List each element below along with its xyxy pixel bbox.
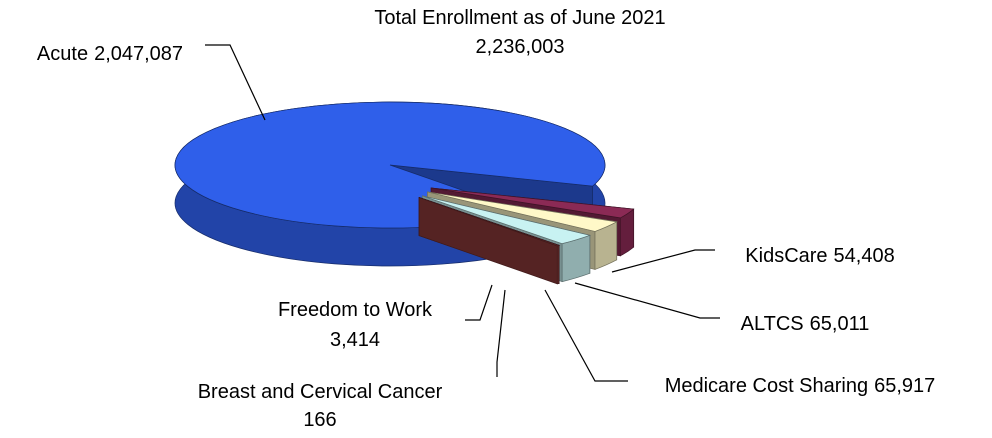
slice <box>422 195 592 245</box>
slice-side <box>556 245 560 285</box>
slice <box>431 187 635 219</box>
data-label: Freedom to Work <box>278 299 433 321</box>
category-label: Medicare Cost Sharing <box>665 375 868 397</box>
value-label: 54,408 <box>834 245 895 267</box>
value-label: 65,917 <box>874 375 935 397</box>
chart-title: Total Enrollment as of June 2021 <box>374 7 665 29</box>
data-label: 3,414 <box>330 329 380 351</box>
category-label: Freedom to Work <box>278 299 433 321</box>
pie <box>174 101 635 285</box>
leader-line <box>574 282 720 319</box>
data-label: ALTCS 65,011 <box>741 313 870 335</box>
data-label: 166 <box>303 409 336 431</box>
leader-line <box>544 289 628 382</box>
value-label: 3,414 <box>330 329 380 351</box>
leader-line <box>496 289 506 377</box>
category-label: Acute <box>37 43 88 65</box>
category-label: ALTCS <box>741 313 804 335</box>
value-label: 2,047,087 <box>94 43 183 65</box>
leader-line <box>465 284 493 321</box>
slice <box>174 101 606 229</box>
leader-line <box>611 249 715 273</box>
slice <box>427 191 618 232</box>
slice <box>418 197 561 247</box>
value-label: 65,011 <box>810 313 870 335</box>
category-label: KidsCare <box>745 245 827 267</box>
data-label: Breast and Cervical Cancer <box>198 381 443 403</box>
value-label: 166 <box>303 409 336 431</box>
data-label: KidsCare 54,408 <box>745 245 894 267</box>
data-label: Medicare Cost Sharing 65,917 <box>665 375 936 397</box>
chart-subtitle: 2,236,003 <box>476 36 565 58</box>
leader-line <box>205 44 266 121</box>
labels: Acute 2,047,087 KidsCare 54,408 ALTCS 65,011 M… <box>37 43 935 431</box>
category-label: Breast and Cervical Cancer <box>198 381 443 403</box>
data-label: Acute 2,047,087 <box>37 43 183 65</box>
